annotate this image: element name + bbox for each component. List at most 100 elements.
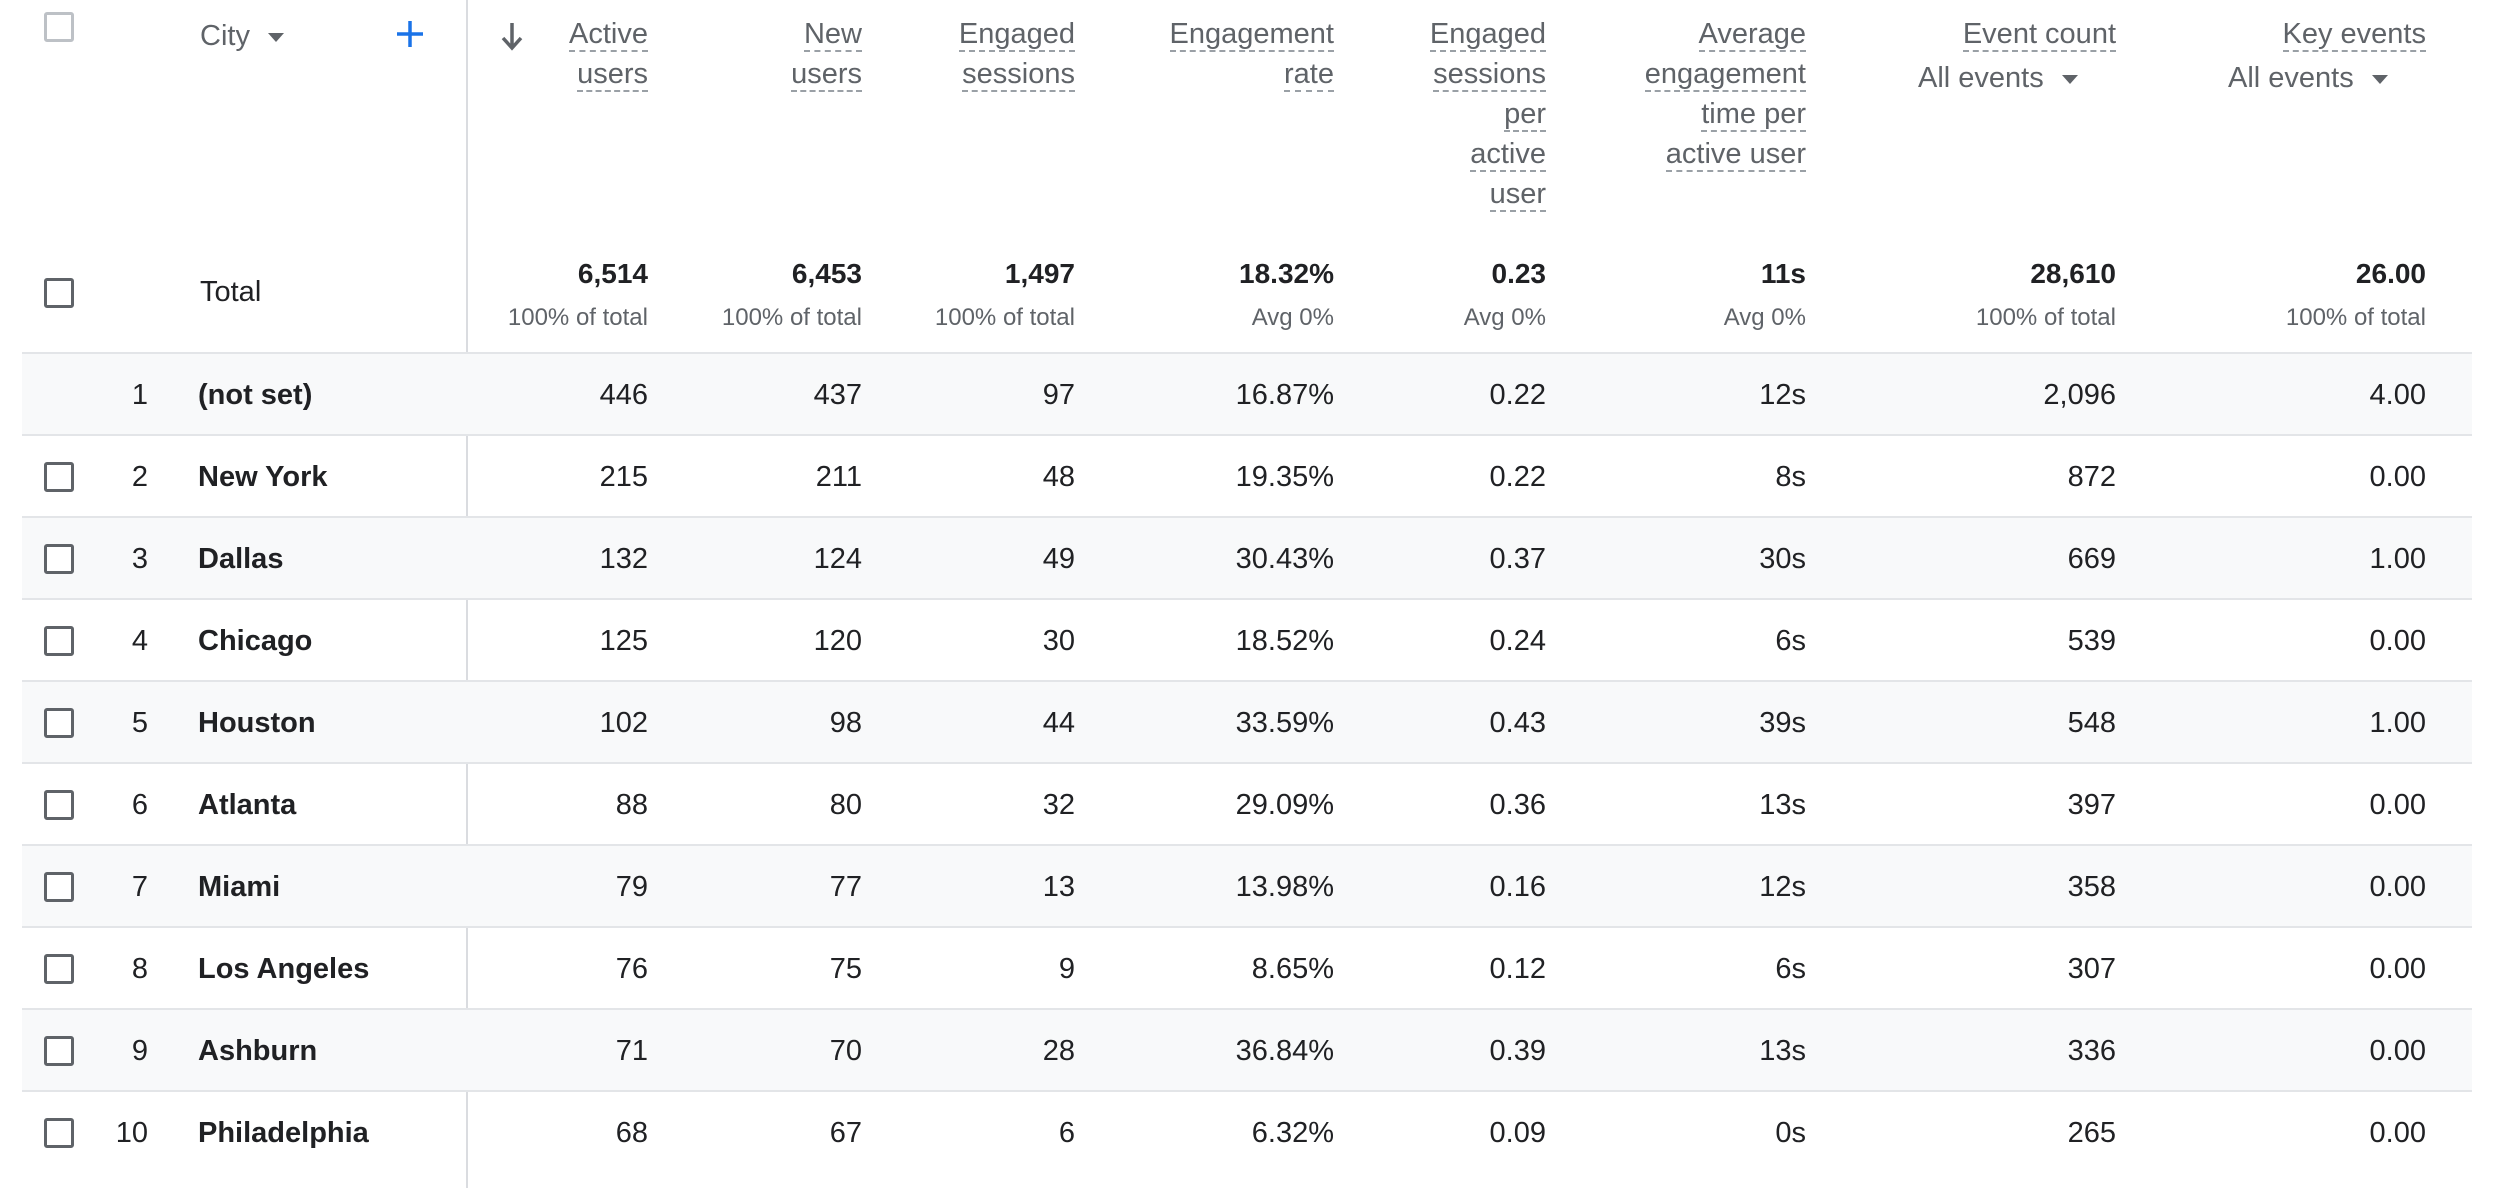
- row-value: 0.37: [1489, 543, 1546, 575]
- row-value: 1.00: [2369, 707, 2426, 739]
- row-city: Philadelphia: [198, 1117, 369, 1149]
- row-value: 0.00: [2369, 1117, 2426, 1149]
- chevron-down-icon: [2371, 74, 2388, 84]
- column-header-4[interactable]: Engagement rate: [1169, 14, 1334, 94]
- row-checkbox[interactable]: [44, 1118, 74, 1148]
- row-value: 76: [615, 953, 648, 985]
- row-value: 669: [2067, 543, 2116, 575]
- total-value: 28,610: [2030, 258, 2116, 289]
- row-value: 437: [813, 379, 862, 411]
- column-header-text: Event count: [1962, 18, 2116, 52]
- chevron-down-icon: [267, 32, 284, 42]
- row-city: Dallas: [198, 543, 284, 575]
- row-value: 12s: [1759, 871, 1806, 903]
- column-header-text: sessions: [1433, 58, 1546, 92]
- table-row[interactable]: 8 Los Angeles 76 75 9 8.65% 0.12 6s 307 0.00: [22, 926, 2472, 1010]
- row-checkbox[interactable]: [44, 1036, 74, 1066]
- table-row[interactable]: 6 Atlanta 88 80 32 29.09% 0.36 13s 397 0.00: [22, 762, 2472, 846]
- table-row[interactable]: 4 Chicago 125 120 30 18.52% 0.24 6s 539 0.00: [22, 598, 2472, 682]
- column-header-text: Average: [1698, 18, 1806, 52]
- row-value: 397: [2067, 789, 2116, 821]
- row-value: 30: [1042, 625, 1075, 657]
- row-value: 97: [1042, 379, 1075, 411]
- row-value: 13: [1042, 871, 1075, 903]
- column-header-text: Engagement: [1169, 18, 1334, 52]
- table-row[interactable]: 5 Houston 102 98 44 33.59% 0.43 39s 548 1.00: [22, 680, 2472, 764]
- total-subtext: Avg 0%: [1251, 304, 1334, 331]
- column-header-6[interactable]: Average engagement time per active user: [1644, 14, 1806, 174]
- row-checkbox[interactable]: [44, 544, 74, 574]
- event-filter-label: All events: [2228, 62, 2354, 94]
- dimension-dropdown[interactable]: City: [200, 20, 284, 53]
- row-checkbox[interactable]: [44, 790, 74, 820]
- table-row[interactable]: 1 (not set) 446 437 97 16.87% 0.22 12s 2,096 4.00: [22, 352, 2472, 436]
- row-rank: 2: [131, 461, 148, 493]
- row-value: 77: [829, 871, 862, 903]
- event-filter-dropdown[interactable]: All events: [2228, 62, 2388, 95]
- sort-descending-icon[interactable]: [498, 20, 526, 54]
- table-row[interactable]: 3 Dallas 132 124 49 30.43% 0.37 30s 669 1.00: [22, 516, 2472, 600]
- row-value: 18.52%: [1235, 625, 1334, 657]
- row-value: 33.59%: [1235, 707, 1334, 739]
- chevron-down-icon: [2061, 74, 2078, 84]
- row-value: 336: [2067, 1035, 2116, 1067]
- row-value: 75: [829, 953, 862, 985]
- row-value: 32: [1042, 789, 1075, 821]
- column-header-3[interactable]: Engaged sessions: [958, 14, 1075, 94]
- row-rank: 9: [131, 1035, 148, 1067]
- column-header-text: active user: [1665, 138, 1806, 172]
- total-subtext: 100% of total: [934, 304, 1075, 331]
- column-header-7[interactable]: Event count: [1962, 14, 2116, 54]
- row-value: 49: [1042, 543, 1075, 575]
- event-filter-dropdown[interactable]: All events: [1918, 62, 2078, 95]
- row-value: 8.65%: [1251, 953, 1334, 985]
- row-rank: 7: [131, 871, 148, 903]
- column-header-text: users: [577, 58, 648, 92]
- select-all-header-checkbox[interactable]: [44, 12, 74, 42]
- row-value: 539: [2067, 625, 2116, 657]
- row-value: 6s: [1775, 625, 1806, 657]
- row-rank: 10: [115, 1117, 148, 1149]
- table-row[interactable]: 7 Miami 79 77 13 13.98% 0.16 12s 358 0.00: [22, 844, 2472, 928]
- row-value: 8s: [1775, 461, 1806, 493]
- table-row[interactable]: 10 Philadelphia 68 67 6 6.32% 0.09 0s 265 0.00: [22, 1090, 2472, 1174]
- total-value: 1,497: [1004, 258, 1075, 289]
- total-label: Total: [200, 276, 262, 308]
- select-all-checkbox[interactable]: [44, 278, 74, 308]
- row-value: 13s: [1759, 1035, 1806, 1067]
- row-checkbox[interactable]: [44, 462, 74, 492]
- column-header-text: New: [803, 18, 862, 52]
- row-value: 102: [599, 707, 648, 739]
- row-value: 6s: [1775, 953, 1806, 985]
- row-value: 39s: [1759, 707, 1806, 739]
- column-header-text: Engaged: [958, 18, 1075, 52]
- column-header-8[interactable]: Key events: [2282, 14, 2426, 54]
- row-value: 872: [2067, 461, 2116, 493]
- total-subtext: Avg 0%: [1723, 304, 1806, 331]
- row-value: 44: [1042, 707, 1075, 739]
- column-header-text: Key events: [2282, 18, 2426, 52]
- column-header-1[interactable]: Active users: [569, 14, 648, 94]
- column-header-5[interactable]: Engaged sessions per active user: [1429, 14, 1546, 214]
- row-checkbox[interactable]: [44, 626, 74, 656]
- column-header-2[interactable]: New users: [791, 14, 862, 94]
- total-subtext: 100% of total: [721, 304, 862, 331]
- row-checkbox[interactable]: [44, 954, 74, 984]
- row-value: 6.32%: [1251, 1117, 1334, 1149]
- row-value: 29.09%: [1235, 789, 1334, 821]
- row-value: 120: [813, 625, 862, 657]
- row-value: 0.22: [1489, 379, 1546, 411]
- row-value: 0.36: [1489, 789, 1546, 821]
- row-value: 13s: [1759, 789, 1806, 821]
- table-row[interactable]: 9 Ashburn 71 70 28 36.84% 0.39 13s 336 0.00: [22, 1008, 2472, 1092]
- row-value: 80: [829, 789, 862, 821]
- table-row[interactable]: 2 New York 215 211 48 19.35% 0.22 8s 872 0.00: [22, 434, 2472, 518]
- row-value: 70: [829, 1035, 862, 1067]
- add-dimension-icon[interactable]: [394, 18, 426, 50]
- event-filter-label: All events: [1918, 62, 2044, 94]
- row-value: 211: [815, 461, 862, 493]
- row-checkbox[interactable]: [44, 872, 74, 902]
- row-checkbox[interactable]: [44, 708, 74, 738]
- row-rank: 6: [131, 789, 148, 821]
- row-value: 16.87%: [1235, 379, 1334, 411]
